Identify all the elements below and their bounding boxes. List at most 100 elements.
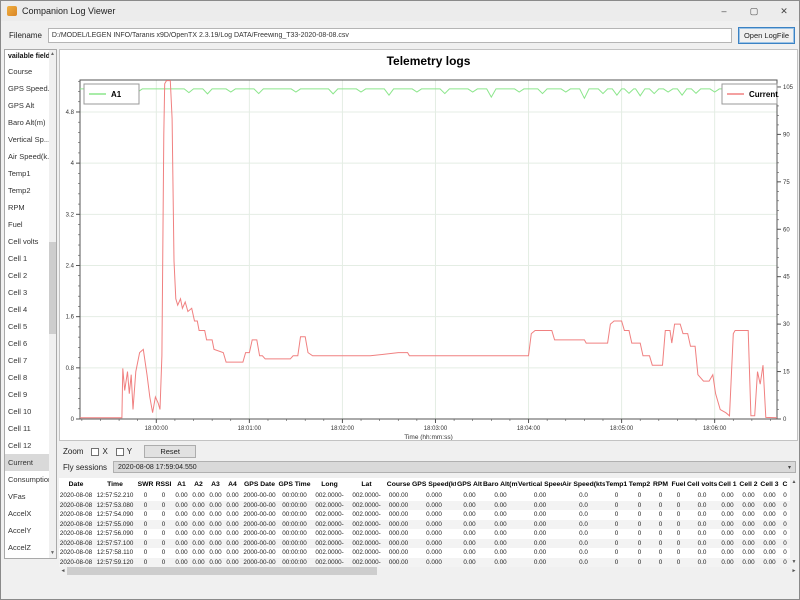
table-cell: 0.00 [175, 549, 188, 557]
scroll-down-icon[interactable]: ▼ [50, 550, 55, 556]
table-cell: 0 [676, 539, 681, 547]
sidebar-item-cell-11[interactable]: Cell 11 [8, 424, 31, 433]
close-button[interactable]: ✕ [769, 1, 799, 21]
table-cell: 0.00 [533, 511, 547, 519]
sidebar-item-rpm[interactable]: RPM [8, 203, 25, 212]
log-table: Date Time SWR RSSI A1 A2 A3 A4 GPS Date GPS Time L… [59, 478, 798, 575]
sidebar-item-fuel[interactable]: Fuel [8, 220, 23, 229]
sidebar-item-gps-alt[interactable]: GPS Alt [8, 101, 35, 110]
sidebar-item-temp2[interactable]: Temp2 [8, 186, 31, 195]
reset-button[interactable]: Reset [144, 445, 197, 458]
table-cell: 0.00 [175, 539, 188, 547]
sidebar-item-consumption[interactable]: Consumption [8, 475, 53, 484]
sidebar-item-cell-volts[interactable]: Cell volts [8, 237, 39, 246]
table-cell: 12:57:56.090 [96, 530, 134, 538]
sidebar-item-cell-9[interactable]: Cell 9 [8, 390, 28, 399]
column-header: Date [68, 481, 84, 488]
filename-input[interactable] [47, 27, 732, 43]
table-row[interactable]: 2020-08-08 12:57:57.100 0 0 0.00 0.00 0.00 0.00… [59, 538, 790, 548]
table-cell: 0.00 [742, 549, 755, 557]
table-row[interactable]: 2020-08-08 12:57:53.080 0 0 0.00 0.00 0.00 0.00… [59, 500, 790, 510]
sidebar-item-course[interactable]: Course [8, 67, 33, 76]
zoom-label: Zoom [63, 447, 84, 456]
svg-text:75: 75 [783, 180, 790, 186]
table-cell: 00:00:00 [282, 558, 307, 566]
sidebar-item-cell-4[interactable]: Cell 4 [8, 305, 28, 314]
table-cell: 0 [161, 530, 166, 538]
sidebar-item-vertical-sp[interactable]: Vertical Sp... [8, 135, 51, 144]
sidebar-item-current[interactable]: Current [5, 454, 56, 471]
sidebar-scroll-thumb[interactable] [49, 242, 56, 334]
sidebar-item-accelx[interactable]: AccelX [8, 509, 32, 518]
scroll-left-icon[interactable]: ◄ [60, 568, 66, 574]
minimize-button[interactable]: – [709, 1, 739, 21]
open-logfile-button[interactable]: Open LogFile [737, 26, 795, 44]
column-header: Vertical Speed [518, 481, 562, 488]
sidebar-item-temp1[interactable]: Temp1 [8, 169, 31, 178]
scroll-right-icon[interactable]: ► [791, 568, 797, 574]
zoom-y-checkbox[interactable] [115, 447, 124, 456]
table-cell: 0.00 [721, 501, 734, 509]
table-cell: 0.00 [763, 549, 776, 557]
scroll-down-icon[interactable]: ▼ [791, 559, 797, 565]
table-cell: 0.00 [742, 501, 755, 509]
telemetry-chart[interactable]: Telemetry logs 18:00:00 18:01:00 18:02:00 18… [60, 50, 797, 441]
table-cell: 002.0000- [315, 558, 344, 566]
table-cell: 0.00 [763, 539, 776, 547]
sidebar-item-cell-5[interactable]: Cell 5 [8, 322, 28, 331]
column-header: A4 [228, 481, 237, 488]
sidebar-item-baro-alt-m[interactable]: Baro Alt(m) [8, 118, 46, 127]
sidebar-item-accelz[interactable]: AccelZ [8, 543, 31, 552]
scroll-up-icon[interactable]: ▲ [791, 479, 797, 485]
table-row[interactable]: 2020-08-08 12:57:54.090 0 0 0.00 0.00 0.00 0.00… [59, 510, 790, 520]
table-cell: 0.0 [697, 520, 707, 528]
scroll-up-icon[interactable]: ▲ [50, 51, 55, 57]
zoom-x-checkbox[interactable] [91, 447, 100, 456]
table-cell: 0.0 [579, 501, 588, 509]
svg-text:18:00:00: 18:00:00 [145, 426, 169, 432]
table-row[interactable]: 2020-08-08 12:57:56.090 0 0 0.00 0.00 0.00 0.00… [59, 529, 790, 539]
table-cell: 0 [614, 530, 619, 538]
table-cell: 12:57:58.110 [96, 549, 134, 557]
table-row[interactable]: 2020-08-08 12:57:52.210 0 0 0.00 0.00 0.00 0.00… [59, 491, 790, 501]
sidebar-item-gps-speed[interactable]: GPS Speed... [8, 84, 54, 93]
table-cell: 12:57:54.090 [96, 511, 134, 519]
filename-label: Filename [9, 30, 42, 40]
table-scroll-track[interactable] [377, 567, 790, 575]
sidebar-item-cell-10[interactable]: Cell 10 [8, 407, 32, 416]
sidebar-item-cell-2[interactable]: Cell 2 [8, 271, 28, 280]
sidebar-item-cell-6[interactable]: Cell 6 [8, 339, 28, 348]
table-cell: 0 [614, 501, 619, 509]
maximize-button[interactable]: ▢ [739, 1, 769, 21]
table-cell: 0.00 [721, 492, 734, 500]
table-cell: 0 [161, 558, 166, 566]
sidebar-item-cell-1[interactable]: Cell 1 [8, 254, 28, 263]
table-horizontal-scrollbar[interactable]: ◄ ► [59, 567, 798, 575]
table-row[interactable]: 2020-08-08 12:57:58.110 0 0 0.00 0.00 0.00 0.00… [59, 548, 790, 558]
table-cell: 0 [783, 501, 787, 509]
sidebar-item-cell-7[interactable]: Cell 7 [8, 356, 28, 365]
sidebar-item-cell-8[interactable]: Cell 8 [8, 373, 28, 382]
table-cell: 0.00 [209, 558, 222, 566]
sidebar-item-air-speed-k[interactable]: Air Speed(k... [8, 152, 54, 161]
table-cell: 0.00 [192, 539, 205, 547]
column-header: RSSI [155, 481, 172, 488]
table-cell: 0.00 [192, 549, 205, 557]
table-row[interactable]: 2020-08-08 12:57:55.090 0 0 0.00 0.00 0.00 0.00… [59, 519, 790, 529]
fly-sessions-select[interactable]: 2020-08-08 17:59:04.550 ▾ [113, 461, 796, 473]
table-cell: 0 [783, 558, 787, 566]
table-row[interactable]: 2020-08-08 12:57:59.120 0 0 0.00 0.00 0.00 0.00… [59, 557, 790, 567]
sidebar-scrollbar[interactable]: ▲ ▼ [49, 50, 56, 558]
table-cell: 0.00 [533, 501, 547, 509]
column-header: Baro Alt(m) [483, 481, 518, 488]
table-cell: 12:57:52.210 [96, 492, 134, 500]
sidebar-item-accely[interactable]: AccelY [8, 526, 32, 535]
sidebar-item-cell-3[interactable]: Cell 3 [8, 288, 28, 297]
titlebar: Companion Log Viewer – ▢ ✕ [1, 1, 799, 21]
sidebar-item-vfas[interactable]: VFas [8, 492, 26, 501]
table-vertical-scrollbar[interactable]: ▲ ▼ [790, 478, 798, 567]
table-scroll-thumb[interactable] [67, 567, 377, 575]
sidebar-item-cell-12[interactable]: Cell 12 [8, 441, 32, 450]
table-cell: 12:57:59.120 [96, 558, 134, 566]
table-cell: 0 [658, 511, 663, 519]
